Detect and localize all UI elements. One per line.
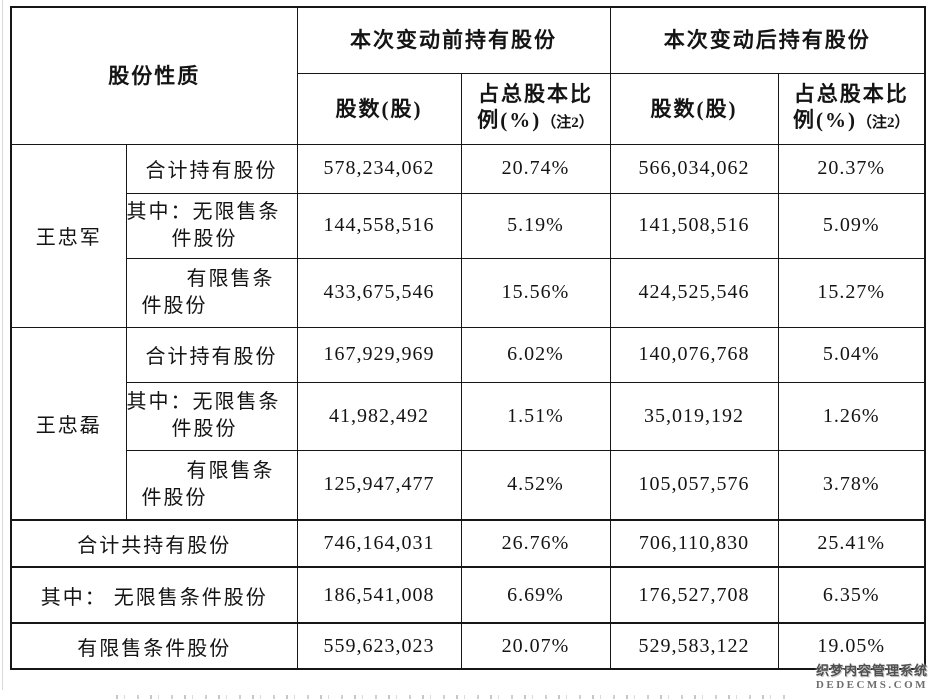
table-row: 有限售条 件股份 433,675,546 15.56% 424,525,546 … (11, 257, 926, 328)
before-shares-value: 167,929,969 (296, 326, 462, 383)
after-ratio-value: 3.78% (777, 449, 926, 521)
before-shares-value: 433,675,546 (296, 257, 462, 328)
before-ratio-value: 26.76% (460, 519, 611, 568)
after-shares-value: 176,527,708 (609, 566, 779, 624)
row-label-unrestricted: 其中：无限售条 件股份 (125, 381, 298, 451)
after-shares-value: 424,525,546 (609, 257, 779, 328)
after-shares-value: 706,110,830 (609, 519, 779, 568)
after-ratio-value: 15.27% (777, 257, 926, 328)
before-shares-value: 41,982,492 (296, 381, 462, 451)
header-ratio-line2: 例(%)（注2） (792, 108, 910, 132)
before-ratio-value: 6.69% (460, 566, 611, 624)
after-ratio-value: 1.26% (777, 381, 926, 451)
row-label-unrestricted: 其中：无限售条 件股份 (125, 192, 298, 259)
after-ratio-value: 6.35% (777, 566, 926, 624)
before-shares-value: 559,623,023 (296, 622, 462, 670)
header-after-group: 本次变动后持有股份 (609, 6, 926, 74)
before-ratio-value: 20.74% (460, 143, 611, 194)
after-shares-value: 35,019,192 (609, 381, 779, 451)
note2-reference: （注2） (856, 115, 910, 131)
header-ratio-line1: 占总股本比 (793, 82, 909, 106)
after-ratio-value: 5.09% (777, 192, 926, 259)
header-before-ratio: 占总股本比 例(%)（注2） (460, 72, 611, 145)
before-ratio-value: 5.19% (460, 192, 611, 259)
page-edge-artifact (2, 0, 3, 690)
summary-label: 合计共持有股份 (10, 519, 298, 568)
before-shares-value: 144,558,516 (296, 192, 462, 259)
shareholding-table: 股份性质 本次变动前持有股份 本次变动后持有股份 股数(股) 占总股本比 例(%… (10, 6, 926, 670)
header-after-shares: 股数(股) (609, 72, 779, 145)
header-before-shares: 股数(股) (296, 72, 462, 145)
watermark-chinese-text: 织梦内容管理系统 (815, 663, 928, 678)
row-label-restricted: 有限售条 件股份 (125, 257, 298, 328)
header-after-ratio: 占总股本比 例(%)（注2） (777, 72, 926, 145)
header-before-group: 本次变动前持有股份 (296, 6, 611, 74)
summary-row-restricted: 有限售条件股份 559,623,023 20.07% 529,583,122 1… (10, 622, 926, 670)
summary-row-unrestricted: 其中： 无限售条件股份 186,541,008 6.69% 176,527,70… (10, 566, 926, 624)
header-row-groups: 股份性质 本次变动前持有股份 本次变动后持有股份 (10, 6, 926, 145)
holder-name-wangzhongjun: 王忠军 (10, 143, 127, 328)
summary-label: 其中： 无限售条件股份 (10, 566, 298, 624)
header-ratio-line1: 占总股本比 (478, 82, 593, 106)
before-ratio-value: 4.52% (460, 449, 611, 521)
before-shares-value: 746,164,031 (296, 519, 462, 568)
after-shares-value: 105,057,576 (609, 449, 779, 521)
note2-reference: （注2） (541, 115, 594, 131)
header-row-subcolumns: 股数(股) 占总股本比 例(%)（注2） 股数(股) 占总股本比 例(%)（注2… (11, 72, 926, 145)
row-label-total: 合计持有股份 (125, 143, 298, 194)
watermark-domain-text: DEDECMS.COM (815, 679, 929, 692)
summary-row-total: 合计共持有股份 746,164,031 26.76% 706,110,830 2… (10, 519, 926, 568)
before-ratio-value: 15.56% (460, 257, 611, 328)
row-label-total: 合计持有股份 (125, 326, 298, 383)
after-shares-value: 566,034,062 (609, 143, 779, 194)
after-shares-value: 141,508,516 (609, 192, 779, 259)
header-share-nature: 股份性质 (10, 6, 298, 145)
table-row: 其中：无限售条 件股份 41,982,492 1.51% 35,019,192 … (11, 381, 926, 451)
before-ratio-value: 1.51% (460, 381, 611, 451)
before-ratio-value: 6.02% (460, 326, 611, 383)
clipped-text-line (116, 695, 791, 699)
table-row: 有限售条 件股份 125,947,477 4.52% 105,057,576 3… (11, 449, 926, 521)
holder-name-wangzhonglei: 王忠磊 (10, 326, 127, 521)
before-shares-value: 186,541,008 (296, 566, 462, 624)
after-ratio-value: 5.04% (777, 326, 926, 383)
after-ratio-value: 25.41% (777, 519, 926, 568)
header-ratio-line2: 例(%)（注2） (477, 108, 594, 132)
table-row: 王忠军 合计持有股份 578,234,062 20.74% 566,034,06… (10, 143, 926, 328)
table-row: 王忠磊 合计持有股份 167,929,969 6.02% 140,076,768… (10, 326, 926, 521)
after-shares-value: 529,583,122 (609, 622, 779, 670)
before-ratio-value: 20.07% (460, 622, 611, 670)
after-ratio-value: 19.05% (777, 622, 926, 670)
summary-label: 有限售条件股份 (10, 622, 298, 670)
dedecms-watermark: 织梦内容管理系统 DEDECMS.COM (812, 663, 932, 692)
table-row: 其中：无限售条 件股份 144,558,516 5.19% 141,508,51… (11, 192, 926, 259)
after-shares-value: 140,076,768 (609, 326, 779, 383)
after-ratio-value: 20.37% (777, 143, 926, 194)
before-shares-value: 578,234,062 (296, 143, 462, 194)
row-label-restricted: 有限售条 件股份 (125, 449, 298, 521)
before-shares-value: 125,947,477 (296, 449, 462, 521)
